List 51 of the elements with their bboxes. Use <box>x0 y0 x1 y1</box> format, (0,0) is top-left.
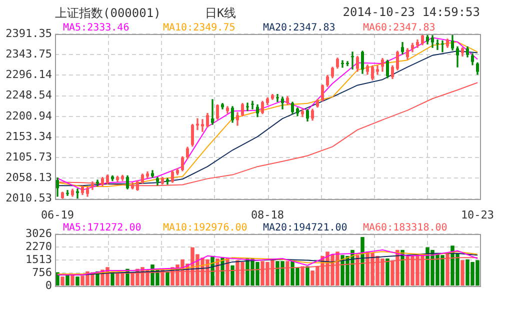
text: 2014-10-23 14:59:53 <box>342 5 480 19</box>
candlestick <box>211 99 214 125</box>
text: MA5:2333.46 <box>63 22 130 34</box>
candlestick <box>436 39 439 50</box>
y-tick-label: 2248.54 <box>6 88 52 102</box>
text: MA5:171272.00 <box>63 222 142 234</box>
bar <box>60 276 64 286</box>
bar <box>306 266 310 286</box>
y-tick-label: 2200.94 <box>6 109 52 122</box>
y-tick-label: 2153.34 <box>6 130 52 143</box>
text: MA60:183318.00 <box>363 222 448 234</box>
y-tick-label: 756 <box>32 266 52 279</box>
chart-title: 上证指数(000001) <box>55 5 161 22</box>
x-tick-label: 06-19 <box>40 208 74 222</box>
bar <box>66 274 70 286</box>
bar <box>386 258 390 286</box>
x-tick-label: 10-23 <box>460 208 494 222</box>
bar <box>70 274 74 286</box>
y-tick-label: 3026 <box>26 226 52 240</box>
candlestick <box>201 119 204 132</box>
y-tick-label: 2105.73 <box>6 150 52 164</box>
y-tick-label: 2296.14 <box>6 68 52 82</box>
y-tick-label: 2343.75 <box>6 47 52 60</box>
candlestick <box>346 61 349 66</box>
text: MA20:2347.83 <box>263 22 336 34</box>
y-tick-label: 2058.13 <box>6 171 52 184</box>
y-tick-label: 2270 <box>26 240 52 253</box>
bar <box>76 276 80 286</box>
bar <box>230 265 234 286</box>
chart-subtitle: 日K线 <box>205 5 236 22</box>
bar <box>460 260 464 286</box>
candlestick <box>276 94 279 102</box>
candlestick <box>66 190 69 196</box>
bar <box>360 237 364 286</box>
y-tick-label: 2010.53 <box>6 192 52 205</box>
y-tick-label: 0 <box>45 278 52 292</box>
candlestick <box>76 188 79 198</box>
text: MA60:2347.83 <box>363 22 436 34</box>
text: MA10:2349.75 <box>163 22 236 34</box>
candlestick <box>341 60 344 68</box>
candlestick <box>246 102 249 112</box>
bar <box>166 271 170 286</box>
candlestick <box>351 52 354 70</box>
text: MA10:192976.00 <box>163 222 248 234</box>
candlestick <box>441 40 444 52</box>
x-tick-label: 08-18 <box>250 208 284 222</box>
text: MA20:194721.00 <box>263 222 348 234</box>
y-tick-label: 2391.35 <box>6 26 52 40</box>
candlestick <box>196 118 199 130</box>
y-tick-label: 1513 <box>26 252 52 266</box>
candlestick <box>251 100 254 110</box>
